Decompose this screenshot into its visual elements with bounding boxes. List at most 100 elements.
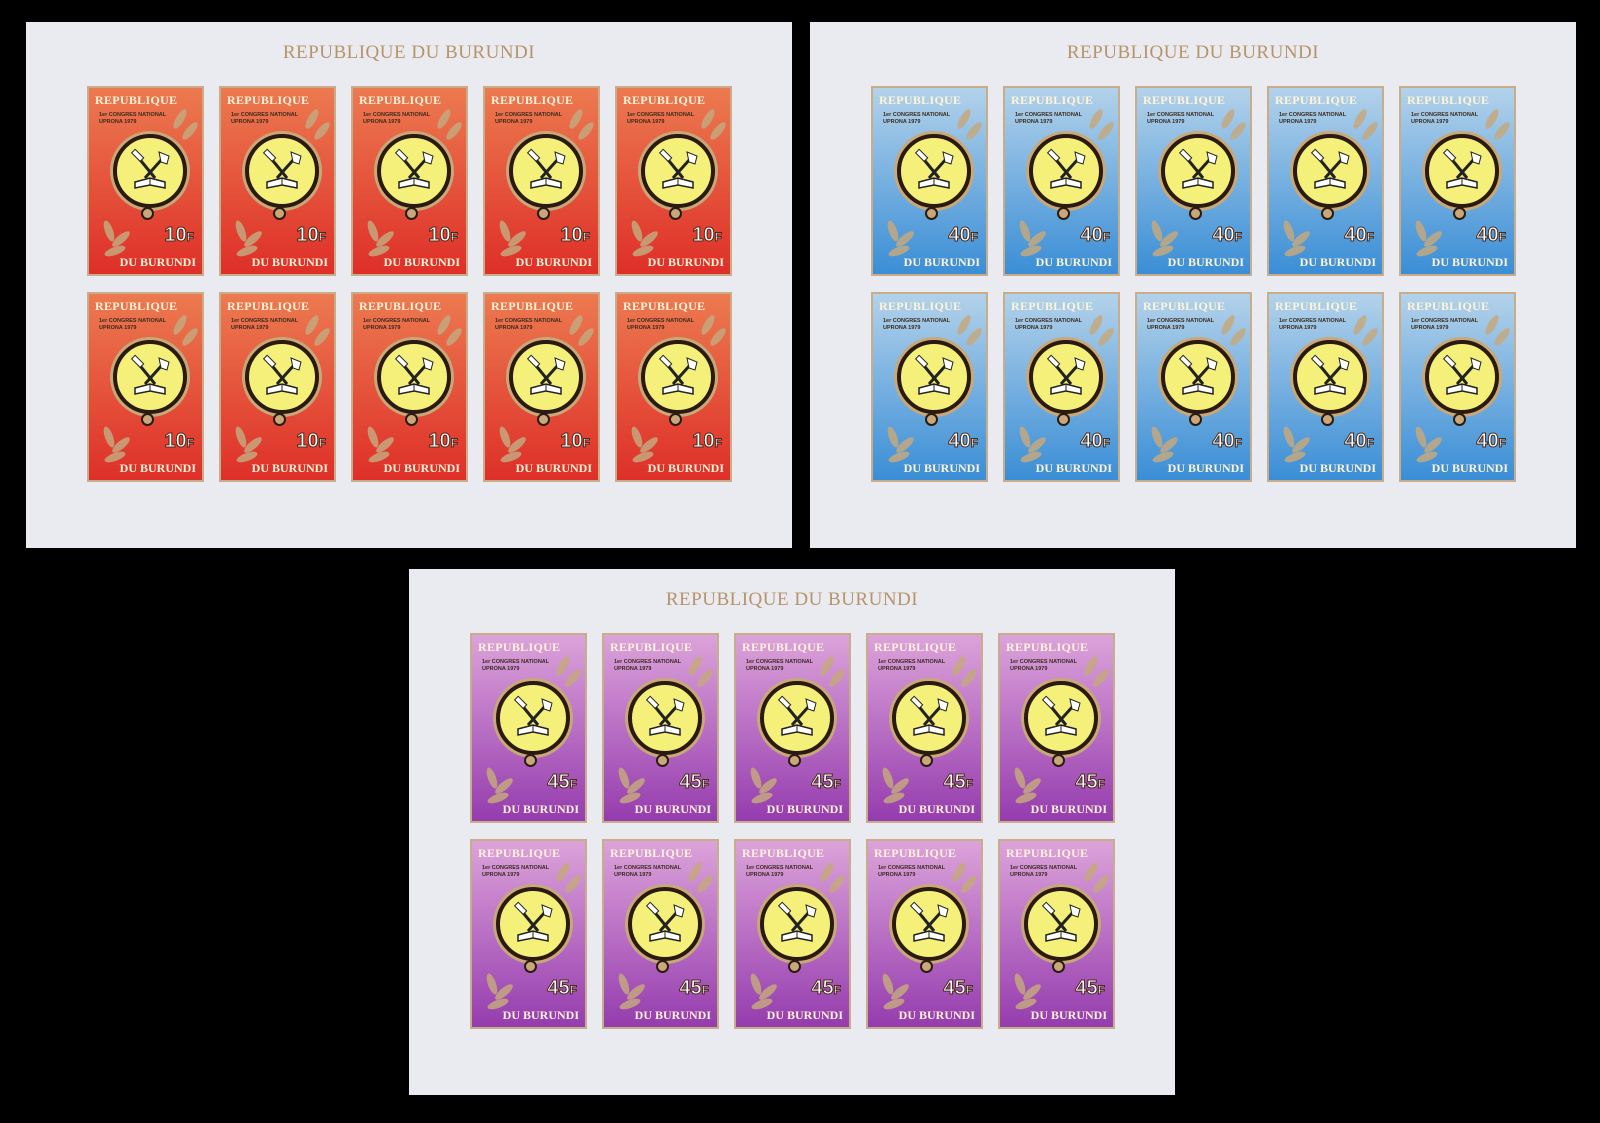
stamp-country-bottom: DU BURUNDI bbox=[383, 461, 460, 475]
subtitle-line1: 1er CONGRES NATIONAL bbox=[627, 318, 695, 324]
stamp-sheet-40f: REPUBLIQUE DU BURUNDI REPUBLIQUE 1er CON… bbox=[810, 22, 1576, 548]
stamp-country-bottom: DU BURUNDI bbox=[766, 802, 843, 816]
stamp[interactable]: REPUBLIQUE 1er CONGRES NATIONAL UPRONA 19… bbox=[470, 633, 587, 823]
stamp-country-bottom: DU BURUNDI bbox=[647, 461, 724, 475]
stamp[interactable]: REPUBLIQUE 1er CONGRES NATIONAL UPRONA 19… bbox=[734, 633, 851, 823]
subtitle-line2: UPRONA 1979 bbox=[878, 872, 916, 878]
ring-icon bbox=[669, 207, 682, 220]
subtitle-line2: UPRONA 1979 bbox=[878, 666, 916, 672]
subtitle-line1: 1er CONGRES NATIONAL bbox=[495, 112, 563, 118]
stamp-value: 45F bbox=[1075, 977, 1106, 1000]
stamp[interactable]: REPUBLIQUE 1er CONGRES NATIONAL UPRONA 19… bbox=[602, 839, 719, 1029]
ring-icon bbox=[1453, 207, 1466, 220]
stamp[interactable]: REPUBLIQUE 1er CONGRES NATIONAL UPRONA 19… bbox=[1003, 292, 1120, 482]
stamp[interactable]: REPUBLIQUE 1er CONGRES NATIONAL UPRONA 19… bbox=[998, 633, 1115, 823]
stamp[interactable]: REPUBLIQUE 1er CONGRES NATIONAL UPRONA 19… bbox=[602, 633, 719, 823]
subtitle-line2: UPRONA 1979 bbox=[746, 666, 784, 672]
hammer-axe-book-emblem-icon bbox=[496, 681, 570, 755]
stamp-subtitle: 1er CONGRES NATIONAL UPRONA 1979 bbox=[231, 318, 298, 332]
stamp[interactable]: REPUBLIQUE 1er CONGRES NATIONAL UPRONA 19… bbox=[615, 292, 732, 482]
stamp[interactable]: REPUBLIQUE 1er CONGRES NATIONAL UPRONA 19… bbox=[219, 292, 336, 482]
ring-icon bbox=[524, 960, 537, 973]
stamp[interactable]: REPUBLIQUE 1er CONGRES NATIONAL UPRONA 19… bbox=[219, 86, 336, 276]
leaf-icon bbox=[1359, 120, 1381, 142]
stamp[interactable]: REPUBLIQUE 1er CONGRES NATIONAL UPRONA 19… bbox=[871, 86, 988, 276]
stamp-country-top: REPUBLIQUE bbox=[1143, 299, 1226, 313]
stamp-subtitle: 1er CONGRES NATIONAL UPRONA 1979 bbox=[746, 659, 813, 673]
subtitle-line2: UPRONA 1979 bbox=[99, 325, 137, 331]
stamp[interactable]: REPUBLIQUE 1er CONGRES NATIONAL UPRONA 19… bbox=[1267, 86, 1384, 276]
stamp-country-top: REPUBLIQUE bbox=[478, 846, 561, 860]
subtitle-line2: UPRONA 1979 bbox=[1279, 325, 1317, 331]
stamp-country-top: REPUBLIQUE bbox=[874, 640, 957, 654]
stamp[interactable]: REPUBLIQUE 1er CONGRES NATIONAL UPRONA 19… bbox=[734, 839, 851, 1029]
subtitle-line1: 1er CONGRES NATIONAL bbox=[231, 318, 299, 324]
stamp-country-top: REPUBLIQUE bbox=[623, 93, 706, 107]
stamp[interactable]: REPUBLIQUE 1er CONGRES NATIONAL UPRONA 19… bbox=[998, 839, 1115, 1029]
stamp-country-bottom: DU BURUNDI bbox=[1299, 461, 1376, 475]
stamp[interactable]: REPUBLIQUE 1er CONGRES NATIONAL UPRONA 19… bbox=[1267, 292, 1384, 482]
leaf-icon bbox=[826, 667, 848, 689]
stamp-value: 45F bbox=[547, 771, 578, 794]
hammer-axe-book-emblem-icon bbox=[377, 134, 451, 208]
stamp[interactable]: REPUBLIQUE 1er CONGRES NATIONAL UPRONA 19… bbox=[483, 86, 600, 276]
leaf-icon bbox=[1227, 326, 1249, 348]
stamp[interactable]: REPUBLIQUE 1er CONGRES NATIONAL UPRONA 19… bbox=[1135, 86, 1252, 276]
subtitle-line2: UPRONA 1979 bbox=[883, 119, 921, 125]
leaf-icon bbox=[179, 120, 201, 142]
subtitle-line2: UPRONA 1979 bbox=[231, 325, 269, 331]
stamp-country-top: REPUBLIQUE bbox=[1275, 299, 1358, 313]
stamp[interactable]: REPUBLIQUE 1er CONGRES NATIONAL UPRONA 19… bbox=[1399, 292, 1516, 482]
hammer-axe-book-emblem-icon bbox=[760, 681, 834, 755]
stamp[interactable]: REPUBLIQUE 1er CONGRES NATIONAL UPRONA 19… bbox=[1135, 292, 1252, 482]
hammer-axe-book-emblem-icon bbox=[897, 340, 971, 414]
ring-icon bbox=[1453, 413, 1466, 426]
stamp-subtitle: 1er CONGRES NATIONAL UPRONA 1979 bbox=[883, 318, 950, 332]
stamp[interactable]: REPUBLIQUE 1er CONGRES NATIONAL UPRONA 19… bbox=[866, 633, 983, 823]
subtitle-line2: UPRONA 1979 bbox=[883, 325, 921, 331]
stamp-subtitle: 1er CONGRES NATIONAL UPRONA 1979 bbox=[495, 112, 562, 126]
stamp-country-top: REPUBLIQUE bbox=[1143, 93, 1226, 107]
stamp-subtitle: 1er CONGRES NATIONAL UPRONA 1979 bbox=[627, 318, 694, 332]
ring-icon bbox=[537, 413, 550, 426]
leaf-icon bbox=[958, 873, 980, 895]
subtitle-line2: UPRONA 1979 bbox=[1411, 119, 1449, 125]
stamp[interactable]: REPUBLIQUE 1er CONGRES NATIONAL UPRONA 19… bbox=[871, 292, 988, 482]
stamp-subtitle: 1er CONGRES NATIONAL UPRONA 1979 bbox=[878, 659, 945, 673]
stamp-country-top: REPUBLIQUE bbox=[1407, 299, 1490, 313]
stamp-subtitle: 1er CONGRES NATIONAL UPRONA 1979 bbox=[627, 112, 694, 126]
subtitle-line1: 1er CONGRES NATIONAL bbox=[482, 659, 550, 665]
hammer-axe-book-emblem-icon bbox=[641, 340, 715, 414]
stamp-country-top: REPUBLIQUE bbox=[623, 299, 706, 313]
stamp-value: 10F bbox=[164, 224, 195, 247]
hammer-axe-book-emblem-icon bbox=[760, 887, 834, 961]
stamp[interactable]: REPUBLIQUE 1er CONGRES NATIONAL UPRONA 19… bbox=[351, 86, 468, 276]
subtitle-line2: UPRONA 1979 bbox=[495, 325, 533, 331]
stamp-country-bottom: DU BURUNDI bbox=[502, 1008, 579, 1022]
ring-icon bbox=[141, 207, 154, 220]
hammer-axe-book-emblem-icon bbox=[377, 340, 451, 414]
stamp-value: 40F bbox=[1212, 430, 1243, 453]
stamp-country-bottom: DU BURUNDI bbox=[903, 461, 980, 475]
stamp-subtitle: 1er CONGRES NATIONAL UPRONA 1979 bbox=[1411, 318, 1478, 332]
stamp-country-top: REPUBLIQUE bbox=[874, 846, 957, 860]
hammer-axe-book-emblem-icon bbox=[113, 134, 187, 208]
ring-icon bbox=[1321, 207, 1334, 220]
stamp[interactable]: REPUBLIQUE 1er CONGRES NATIONAL UPRONA 19… bbox=[351, 292, 468, 482]
stamp[interactable]: REPUBLIQUE 1er CONGRES NATIONAL UPRONA 19… bbox=[1399, 86, 1516, 276]
stamp-value: 10F bbox=[692, 430, 723, 453]
stamp[interactable]: REPUBLIQUE 1er CONGRES NATIONAL UPRONA 19… bbox=[615, 86, 732, 276]
stamp[interactable]: REPUBLIQUE 1er CONGRES NATIONAL UPRONA 19… bbox=[87, 292, 204, 482]
ring-icon bbox=[1052, 754, 1065, 767]
subtitle-line2: UPRONA 1979 bbox=[627, 119, 665, 125]
subtitle-line1: 1er CONGRES NATIONAL bbox=[1147, 318, 1215, 324]
stamp-subtitle: 1er CONGRES NATIONAL UPRONA 1979 bbox=[363, 318, 430, 332]
stamp[interactable]: REPUBLIQUE 1er CONGRES NATIONAL UPRONA 19… bbox=[483, 292, 600, 482]
stamp[interactable]: REPUBLIQUE 1er CONGRES NATIONAL UPRONA 19… bbox=[866, 839, 983, 1029]
stamp-subtitle: 1er CONGRES NATIONAL UPRONA 1979 bbox=[1279, 112, 1346, 126]
stamp[interactable]: REPUBLIQUE 1er CONGRES NATIONAL UPRONA 19… bbox=[470, 839, 587, 1029]
subtitle-line2: UPRONA 1979 bbox=[482, 666, 520, 672]
stamp[interactable]: REPUBLIQUE 1er CONGRES NATIONAL UPRONA 19… bbox=[1003, 86, 1120, 276]
subtitle-line1: 1er CONGRES NATIONAL bbox=[482, 865, 550, 871]
stamp[interactable]: REPUBLIQUE 1er CONGRES NATIONAL UPRONA 19… bbox=[87, 86, 204, 276]
